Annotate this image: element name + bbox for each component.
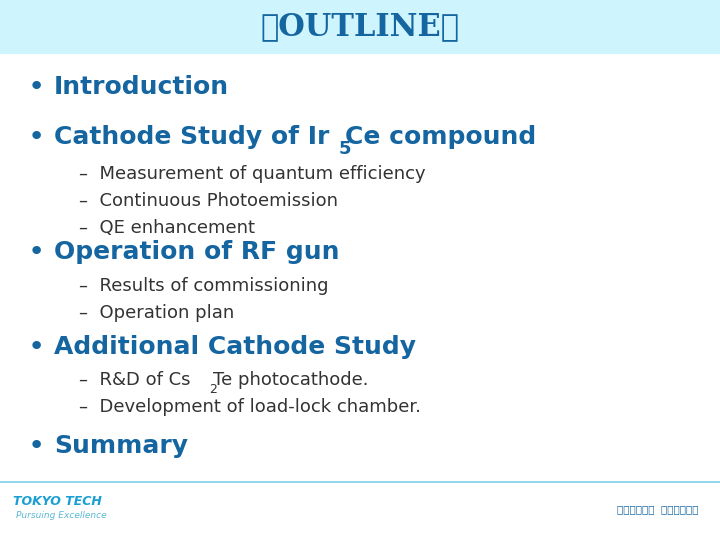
Text: –  R&D of Cs: – R&D of Cs bbox=[79, 371, 191, 389]
Text: –  QE enhancement: – QE enhancement bbox=[79, 219, 255, 238]
Text: –  Results of commissioning: – Results of commissioning bbox=[79, 277, 329, 295]
Text: 5: 5 bbox=[339, 139, 351, 158]
Text: Te photocathode.: Te photocathode. bbox=[213, 371, 369, 389]
Text: –  Development of load-lock chamber.: – Development of load-lock chamber. bbox=[79, 398, 421, 416]
Text: •: • bbox=[27, 123, 45, 151]
Text: •: • bbox=[27, 238, 45, 266]
Text: Additional Cathode Study: Additional Cathode Study bbox=[54, 335, 416, 359]
Text: –  Operation plan: – Operation plan bbox=[79, 304, 235, 322]
Text: •: • bbox=[27, 431, 45, 460]
Text: 国立大学法人  東京工業大学: 国立大学法人 東京工業大学 bbox=[617, 504, 698, 514]
Text: Operation of RF gun: Operation of RF gun bbox=[54, 240, 340, 264]
Text: TOKYO TECH: TOKYO TECH bbox=[13, 495, 102, 508]
Text: 2: 2 bbox=[210, 383, 217, 396]
Text: •: • bbox=[27, 333, 45, 361]
Text: Pursuing Excellence: Pursuing Excellence bbox=[16, 511, 107, 520]
Text: Summary: Summary bbox=[54, 434, 188, 457]
FancyBboxPatch shape bbox=[0, 0, 720, 54]
Text: Cathode Study of Ir: Cathode Study of Ir bbox=[54, 125, 329, 148]
Text: •: • bbox=[27, 73, 45, 102]
Text: –  Measurement of quantum efficiency: – Measurement of quantum efficiency bbox=[79, 165, 426, 183]
Text: Introduction: Introduction bbox=[54, 76, 229, 99]
Text: –  Continuous Photoemission: – Continuous Photoemission bbox=[79, 192, 338, 211]
Text: Ce compound: Ce compound bbox=[345, 125, 536, 148]
Text: 【OUTLINE】: 【OUTLINE】 bbox=[261, 11, 459, 43]
